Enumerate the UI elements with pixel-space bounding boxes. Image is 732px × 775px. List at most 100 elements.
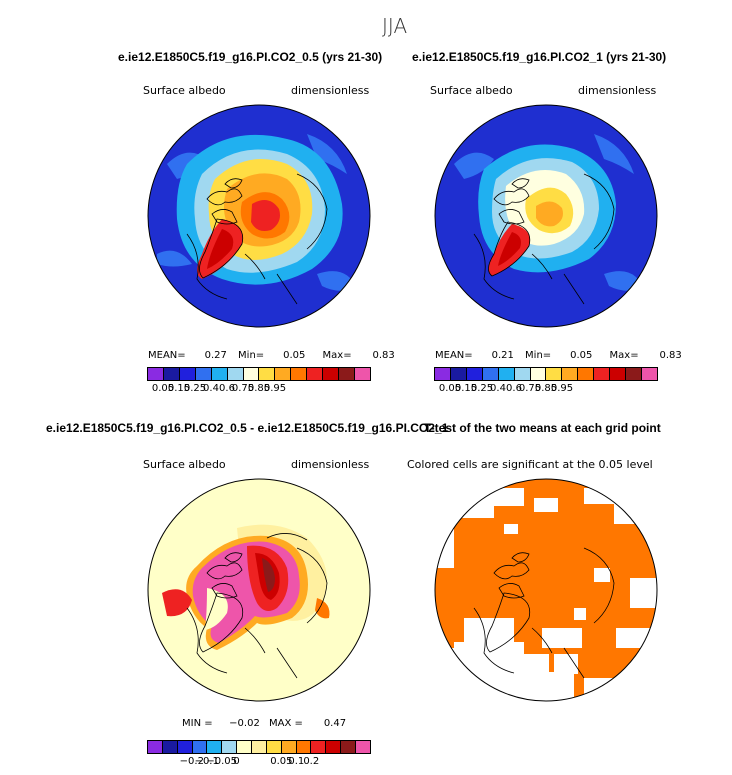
- min-label: Min=: [525, 350, 552, 361]
- colorbar-swatch: [626, 368, 642, 380]
- colorbar-tick-label: 0.4: [490, 383, 506, 394]
- colorbar-swatch: [594, 368, 611, 380]
- colorbar-albedo-1: 0.05 0.15 0.25 0.4 0.6 0.75 0.85 0.95: [147, 367, 371, 397]
- colorbar-swatch: [546, 368, 563, 380]
- panel4-note: Colored cells are significant at the 0.0…: [407, 458, 653, 471]
- panel1-units-label: dimensionless: [291, 84, 370, 97]
- panel2-units-label: dimensionless: [578, 84, 657, 97]
- colorbar-swatch: [291, 368, 308, 380]
- colorbar-swatch: [148, 368, 164, 380]
- colorbar-tick-label: 0.1: [288, 756, 305, 767]
- panel3-units-label: dimensionless: [291, 458, 370, 471]
- colorbar-swatch: [148, 741, 163, 753]
- colorbar-swatch: [177, 741, 193, 753]
- colorbar-swatch: [641, 368, 657, 380]
- colorbar-swatches: [147, 367, 371, 381]
- colorbar-swatch: [435, 368, 451, 380]
- colorbar-swatch: [323, 368, 340, 380]
- mean-value: 0.21: [491, 350, 514, 361]
- colorbar-tick-label: 0.15: [167, 383, 191, 394]
- colorbar-swatch: [339, 368, 355, 380]
- colorbar-tick-label: 0.05: [270, 756, 293, 767]
- min-value: 0.05: [570, 350, 593, 361]
- panel3-stats: MIN = −0.02 MAX = 0.47: [182, 718, 346, 729]
- albedo-map-co2-1: [434, 104, 658, 328]
- colorbar-swatch: [450, 368, 467, 380]
- min-value: 0.05: [283, 350, 306, 361]
- colorbar-swatch: [222, 741, 238, 753]
- panel1-field-label: Surface albedo: [143, 84, 226, 97]
- colorbar-swatch: [252, 741, 267, 753]
- colorbar-tick-label: 0.95: [550, 383, 574, 394]
- colorbar-swatch: [341, 741, 357, 753]
- colorbar-swatch: [514, 368, 531, 380]
- colorbar-swatch: [275, 368, 292, 380]
- colorbar-swatch: [356, 741, 370, 753]
- colorbar-swatch: [610, 368, 627, 380]
- colorbar-swatch: [311, 741, 327, 753]
- colorbar-tick-label: −0.1: [194, 756, 219, 767]
- mean-value: 0.27: [204, 350, 227, 361]
- colorbar-swatch: [281, 741, 297, 753]
- panel3-title: e.ie12.E1850C5.f19_g16.PI.CO2_0.5 - e.ie…: [46, 421, 449, 435]
- colorbar-swatch: [163, 368, 180, 380]
- colorbar-swatch: [307, 368, 324, 380]
- colorbar-difference: −0.2 −0.1 −0.05 0 0.05 0.1 0.2: [147, 740, 371, 770]
- colorbar-swatch: [530, 368, 547, 380]
- colorbar-swatch: [192, 741, 208, 753]
- colorbar-swatch: [195, 368, 212, 380]
- min-label: MIN =: [182, 718, 213, 729]
- colorbar-swatch: [266, 741, 282, 753]
- colorbar-swatch: [296, 741, 312, 753]
- mean-label: MEAN=: [435, 350, 473, 361]
- min-label: Min=: [238, 350, 265, 361]
- colorbar-tick-label: 0.75: [231, 383, 255, 394]
- max-label: Max=: [322, 350, 352, 361]
- colorbar-tick-label: 0: [233, 756, 240, 767]
- colorbar-tick-label: 0.6: [506, 383, 522, 394]
- max-label: MAX =: [269, 718, 303, 729]
- colorbar-albedo-2: 0.05 0.15 0.25 0.4 0.6 0.75 0.85 0.95: [434, 367, 658, 397]
- colorbar-tick-label: 0.25: [470, 383, 494, 394]
- colorbar-tick-label: 0.75: [518, 383, 542, 394]
- panel2-field-label: Surface albedo: [430, 84, 513, 97]
- ttest-significance-map: [434, 478, 658, 702]
- colorbar-swatch: [498, 368, 515, 380]
- max-value: 0.47: [323, 718, 347, 729]
- colorbar-tick-labels: 0.05 0.15 0.25 0.4 0.6 0.75 0.85 0.95: [434, 381, 658, 395]
- colorbar-swatch: [578, 368, 595, 380]
- colorbar-swatch: [354, 368, 370, 380]
- colorbar-swatches: [147, 740, 371, 754]
- colorbar-tick-label: 0.6: [219, 383, 235, 394]
- colorbar-swatch: [482, 368, 499, 380]
- colorbar-tick-label: 0.85: [534, 383, 558, 394]
- colorbar-swatch: [227, 368, 244, 380]
- max-label: Max=: [609, 350, 639, 361]
- max-value: 0.83: [659, 350, 682, 361]
- colorbar-swatch: [466, 368, 483, 380]
- colorbar-tick-label: 0.15: [454, 383, 478, 394]
- panel2-stats: MEAN= 0.21 Min= 0.05 Max= 0.83: [435, 350, 682, 361]
- colorbar-swatch: [243, 368, 260, 380]
- colorbar-tick-label: 0.95: [263, 383, 287, 394]
- colorbar-swatch: [326, 741, 342, 753]
- panel2-title: e.ie12.E1850C5.f19_g16.PI.CO2_1 (yrs 21-…: [412, 50, 667, 64]
- colorbar-swatch: [179, 368, 196, 380]
- colorbar-tick-label: −0.2: [179, 756, 204, 767]
- colorbar-swatch: [259, 368, 276, 380]
- colorbar-tick-labels: −0.2 −0.1 −0.05 0 0.05 0.1 0.2: [147, 754, 371, 768]
- colorbar-tick-label: 0.4: [203, 383, 219, 394]
- albedo-map-co2-0.5: [147, 104, 371, 328]
- colorbar-tick-label: 0.85: [247, 383, 271, 394]
- min-value: −0.02: [229, 718, 260, 729]
- panel1-title: e.ie12.E1850C5.f19_g16.PI.CO2_0.5 (yrs 2…: [118, 50, 383, 64]
- panel1-stats: MEAN= 0.27 Min= 0.05 Max= 0.83: [148, 350, 395, 361]
- colorbar-tick-label: 0.05: [438, 383, 462, 394]
- colorbar-tick-labels: 0.05 0.15 0.25 0.4 0.6 0.75 0.85 0.95: [147, 381, 371, 395]
- colorbar-tick-label: 0.25: [183, 383, 207, 394]
- season-title: JJA: [382, 14, 408, 38]
- colorbar-swatch: [237, 741, 253, 753]
- colorbar-tick-label: 0.05: [151, 383, 175, 394]
- mean-label: MEAN=: [148, 350, 186, 361]
- max-value: 0.83: [372, 350, 395, 361]
